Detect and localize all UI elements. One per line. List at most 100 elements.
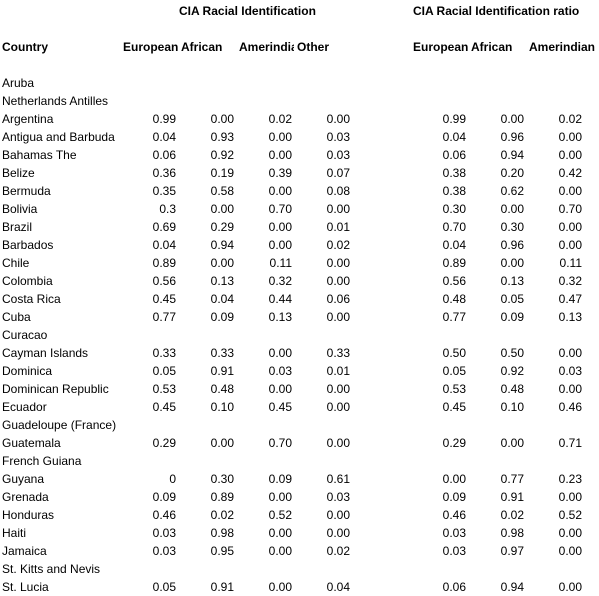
- table-row: Guadeloupe (France): [0, 416, 599, 434]
- european-value-cell: 0.99: [152, 112, 176, 126]
- european-value-cell: 0.46: [152, 508, 176, 522]
- african-value-cell: 0.95: [210, 544, 234, 558]
- amerindian-ratio-cell: 0.46: [558, 400, 582, 414]
- country-cell: Antigua and Barbuda: [2, 130, 115, 144]
- table-row: St. Lucia 0.05 0.91 0.00 0.04 0.06 0.94 0.00: [0, 578, 599, 596]
- african-ratio-cell: 0.09: [500, 310, 524, 324]
- table-row: Grenada 0.09 0.89 0.00 0.03 0.09 0.91 0.00: [0, 488, 599, 506]
- country-cell: Brazil: [2, 220, 33, 234]
- amerindian-value-cell: 0.13: [268, 310, 292, 324]
- african-value-cell: 0.19: [210, 166, 234, 180]
- african-ratio-cell: 0.05: [500, 292, 524, 306]
- african-ratio-cell: 0.20: [500, 166, 524, 180]
- country-cell: Dominica: [2, 364, 53, 378]
- african-value-cell: 0.13: [210, 274, 234, 288]
- table-row: Jamaica 0.03 0.95 0.00 0.02 0.03 0.97 0.00: [0, 542, 599, 560]
- amerindian-ratio-cell: 0.02: [558, 112, 582, 126]
- amerindian-value-cell: 0.03: [268, 364, 292, 378]
- african-ratio-cell: 0.00: [500, 202, 524, 216]
- european-ratio-cell: 0.48: [442, 292, 466, 306]
- african-value-cell: 0.10: [210, 400, 234, 414]
- country-cell: Bolivia: [2, 202, 38, 216]
- other-value-cell: 0.00: [326, 274, 350, 288]
- european-ratio-cell: 0.56: [442, 274, 466, 288]
- african-header: African: [181, 40, 223, 54]
- data-table-body: Aruba Netherlands Antilles Argentina 0.99 0.…: [0, 74, 599, 596]
- country-cell: Guadeloupe (France): [2, 418, 117, 432]
- amerindian-value-cell: 0.00: [268, 130, 292, 144]
- table-row: Netherlands Antilles: [0, 92, 599, 110]
- other-value-cell: 0.04: [326, 580, 350, 594]
- african-value-cell: 0.91: [210, 580, 234, 594]
- amerindian-ratio-cell: 0.32: [558, 274, 582, 288]
- other-value-cell: 0.08: [326, 184, 350, 198]
- table-row: Dominica 0.05 0.91 0.03 0.01 0.05 0.92 0.03: [0, 362, 599, 380]
- european-ratio-cell: 0.38: [442, 184, 466, 198]
- other-value-cell: 0.06: [326, 292, 350, 306]
- table-row: Costa Rica 0.45 0.04 0.44 0.06 0.48 0.05 0.47: [0, 290, 599, 308]
- african-ratio-cell: 0.00: [500, 256, 524, 270]
- african-ratio-cell: 0.92: [500, 364, 524, 378]
- european-ratio-cell: 0.45: [442, 400, 466, 414]
- amerindian-header-text: Amerindian: [239, 40, 294, 54]
- european-ratio-cell: 0.99: [442, 112, 466, 126]
- european-ratio-cell: 0.00: [442, 472, 466, 486]
- table-row: Brazil 0.69 0.29 0.00 0.01 0.70 0.30 0.00: [0, 218, 599, 236]
- amerindian-value-cell: 0.00: [268, 490, 292, 504]
- european-value-cell: 0.45: [152, 292, 176, 306]
- european-ratio-cell: 0.04: [442, 238, 466, 252]
- table-row: Guyana 0 0.30 0.09 0.61 0.00 0.77 0.23: [0, 470, 599, 488]
- country-header: Country: [2, 40, 48, 54]
- african-value-cell: 0.04: [210, 292, 234, 306]
- table-row: Ecuador 0.45 0.10 0.45 0.00 0.45 0.10 0.46: [0, 398, 599, 416]
- ratio-european-header: European: [413, 40, 469, 54]
- african-ratio-cell: 0.96: [500, 130, 524, 144]
- country-cell: Aruba: [2, 76, 35, 90]
- other-value-cell: 0.00: [326, 400, 350, 414]
- table-row: Honduras 0.46 0.02 0.52 0.00 0.46 0.02 0.52: [0, 506, 599, 524]
- country-cell: Chile: [2, 256, 30, 270]
- table-row: Curacao: [0, 326, 599, 344]
- amerindian-ratio-cell: 0.00: [558, 382, 582, 396]
- amerindian-ratio-cell: 0.00: [558, 580, 582, 594]
- amerindian-ratio-cell: 0.00: [558, 490, 582, 504]
- amerindian-ratio-cell: 0.70: [558, 202, 582, 216]
- amerindian-ratio-cell: 0.00: [558, 346, 582, 360]
- country-cell: Netherlands Antilles: [2, 94, 109, 108]
- african-value-cell: 0.02: [210, 508, 234, 522]
- amerindian-value-cell: 0.02: [268, 112, 292, 126]
- european-value-cell: 0.77: [152, 310, 176, 324]
- european-value-cell: 0.09: [152, 490, 176, 504]
- amerindian-value-cell: 0.00: [268, 382, 292, 396]
- european-ratio-cell: 0.06: [442, 580, 466, 594]
- african-ratio-cell: 0.77: [500, 472, 524, 486]
- african-ratio-cell: 0.02: [500, 508, 524, 522]
- country-cell: Grenada: [2, 490, 49, 504]
- european-value-cell: 0.89: [152, 256, 176, 270]
- european-value-cell: 0.29: [152, 436, 176, 450]
- ratio-amerindian-header: Amerindian: [529, 40, 596, 54]
- group2-title: CIA Racial Identification ratio: [413, 4, 580, 18]
- country-cell: Ecuador: [2, 400, 47, 414]
- european-value-cell: 0.45: [152, 400, 176, 414]
- european-ratio-cell: 0.09: [442, 490, 466, 504]
- other-value-cell: 0.33: [326, 346, 350, 360]
- amerindian-ratio-cell: 0.03: [558, 364, 582, 378]
- other-value-cell: 0.07: [326, 166, 350, 180]
- amerindian-ratio-cell: 0.00: [558, 526, 582, 540]
- european-ratio-cell: 0.30: [442, 202, 466, 216]
- amerindian-header: Amerindian: [239, 38, 294, 61]
- european-value-cell: 0.35: [152, 184, 176, 198]
- amerindian-ratio-cell: 0.47: [558, 292, 582, 306]
- european-ratio-cell: 0.46: [442, 508, 466, 522]
- table-row: Antigua and Barbuda 0.04 0.93 0.00 0.03 0.04 0…: [0, 128, 599, 146]
- amerindian-value-cell: 0.70: [268, 202, 292, 216]
- african-ratio-cell: 0.50: [500, 346, 524, 360]
- european-value-cell: 0.56: [152, 274, 176, 288]
- table-row: Guatemala 0.29 0.00 0.70 0.00 0.29 0.00 0.71: [0, 434, 599, 452]
- country-cell: French Guiana: [2, 454, 82, 468]
- african-value-cell: 0.89: [210, 490, 234, 504]
- amerindian-ratio-cell: 0.00: [558, 220, 582, 234]
- african-ratio-cell: 0.96: [500, 238, 524, 252]
- european-ratio-cell: 0.77: [442, 310, 466, 324]
